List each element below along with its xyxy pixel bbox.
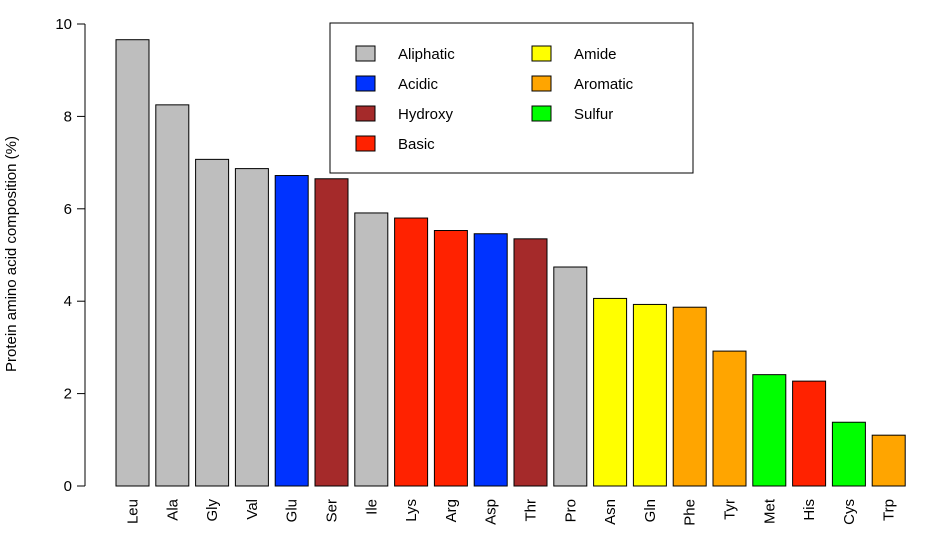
bar-lys [394,217,429,487]
bar-leu [115,39,150,487]
x-tick-label: Asp [483,499,500,525]
legend-swatch-amide [531,45,552,62]
legend-swatch-acidic [355,75,376,92]
legend-label-acidic: Acidic [398,76,439,93]
x-tick-label: Trp [881,499,898,521]
legend-label-amide: Amide [574,46,617,63]
x-tick-label: Val [244,499,261,520]
x-tick-label: Met [761,498,778,524]
legend-box [329,22,694,174]
y-tick-label: 0 [64,478,72,495]
legend: Aliphatic Acidic Hydroxy Basic Amide Aromatic… [329,22,694,174]
bar-cys [831,421,866,487]
legend-swatch-aliphatic [355,45,376,62]
bar-gly [195,158,230,487]
x-tick-label: His [801,499,818,521]
y-tick-label: 4 [64,293,72,310]
legend-label-aliphatic: Aliphatic [398,46,455,63]
legend-label-sulfur: Sulfur [574,106,613,123]
legend-label-aromatic: Aromatic [574,76,634,93]
x-tick-label: Pro [562,499,579,522]
bar-asp [473,233,508,487]
bar-gln [632,303,667,487]
x-tick-label: Ala [164,498,181,520]
bar-met [752,374,787,487]
legend-label-basic: Basic [398,136,435,153]
bar-ala [155,104,190,487]
x-tick-label: Leu [125,499,142,524]
y-tick-label: 8 [64,108,72,125]
x-tick-label: Arg [443,499,460,522]
x-tick-label: Ser [324,499,341,522]
legend-swatch-sulfur [531,105,552,122]
x-tick-label: Ile [363,499,380,515]
bars [115,39,906,487]
x-tick-label: Thr [523,499,540,522]
bar-pro [553,266,588,487]
bar-ser [314,178,349,487]
x-tick-label: Cys [841,499,858,525]
bar-his [792,380,827,487]
bar-thr [513,238,548,487]
bar-trp [871,434,906,487]
bar-ile [354,212,389,487]
bar-arg [433,230,468,487]
x-tick-label: Gly [204,499,221,522]
x-axis-labels: Leu Ala Gly Val Glu Ser Ile Lys Arg Asp Thr Pro Asn G… [125,498,898,526]
y-tick-label: 2 [64,386,72,403]
legend-swatch-basic [355,135,376,152]
bar-val [234,168,269,487]
x-tick-label: Gln [642,499,659,522]
y-tick-label: 6 [64,201,72,218]
bar-glu [274,175,309,487]
x-tick-label: Tyr [722,499,739,520]
legend-swatch-hydroxy [355,105,376,122]
bar-asn [593,297,628,487]
x-tick-label: Lys [403,499,420,522]
bar-phe [672,306,707,487]
legend-swatch-aromatic [531,75,552,92]
bar-tyr [712,350,747,487]
x-tick-label: Phe [682,499,699,526]
x-tick-label: Asn [602,499,619,525]
x-tick-label: Glu [284,499,301,522]
y-axis: 0 2 4 6 8 10 [55,16,86,495]
y-tick-label: 10 [55,16,72,33]
legend-label-hydroxy: Hydroxy [398,106,454,123]
y-axis-label: Protein amino acid composition (%) [3,136,20,372]
